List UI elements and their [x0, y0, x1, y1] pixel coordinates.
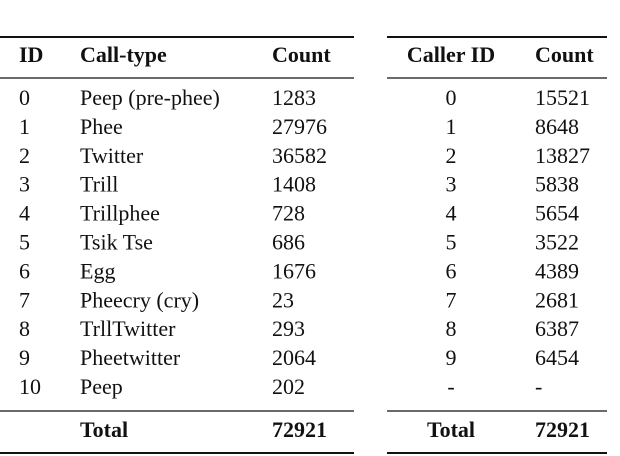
cell: 0	[446, 85, 457, 110]
cell: 4	[446, 201, 457, 226]
cell: 6387	[535, 316, 579, 341]
cell: 2	[19, 143, 30, 168]
cell: 202	[272, 374, 305, 399]
cell: Trill	[80, 172, 118, 197]
cell: 6	[19, 258, 30, 283]
cell: Pheecry (cry)	[80, 287, 199, 312]
cell: -	[535, 374, 542, 399]
cell: 2	[446, 143, 457, 168]
cell: 36582	[272, 143, 327, 168]
cell: 1	[19, 114, 30, 139]
cell: Peep (pre-phee)	[80, 85, 220, 110]
cell: 8648	[535, 114, 579, 139]
cell: 2064	[272, 345, 316, 370]
cell: 5	[19, 230, 30, 255]
cell: 4	[19, 201, 30, 226]
cell: 3522	[535, 230, 579, 255]
cell: 728	[272, 201, 305, 226]
cell: 23	[272, 287, 294, 312]
column-header: Count	[535, 42, 594, 67]
cell: 10	[19, 374, 41, 399]
cell: TrllTwitter	[80, 316, 176, 341]
cell: 7	[446, 287, 457, 312]
cell: 13827	[535, 143, 590, 168]
column-header: Call-type	[80, 42, 167, 67]
cell: 9	[446, 345, 457, 370]
cell: Peep	[80, 374, 123, 399]
cell: 293	[272, 316, 305, 341]
column-header: Count	[272, 42, 331, 67]
total-label: Total	[427, 417, 475, 442]
cell: 6454	[535, 345, 579, 370]
cell: Trillphee	[80, 201, 160, 226]
cell: Twitter	[80, 143, 144, 168]
cell: 686	[272, 230, 305, 255]
cell: 1	[446, 114, 457, 139]
total-label: Total	[80, 417, 128, 442]
cell: 1676	[272, 258, 316, 283]
total-value: 72921	[272, 417, 327, 442]
cell: 15521	[535, 85, 590, 110]
cell: 5654	[535, 201, 579, 226]
cell: 6	[446, 258, 457, 283]
cell: Pheetwitter	[80, 345, 181, 370]
cell: -	[447, 374, 454, 399]
cell: 7	[19, 287, 30, 312]
cell: 8	[19, 316, 30, 341]
total-value: 72921	[535, 417, 590, 442]
cell: 27976	[272, 114, 327, 139]
column-header: Caller ID	[407, 42, 495, 67]
cell: 5838	[535, 172, 579, 197]
cell: 9	[19, 345, 30, 370]
cell: 8	[446, 316, 457, 341]
cell: Tsik Tse	[80, 230, 153, 255]
cell: 3	[446, 172, 457, 197]
cell: 1283	[272, 85, 316, 110]
cell: Phee	[80, 114, 123, 139]
cell: 5	[446, 230, 457, 255]
cell: 3	[19, 172, 30, 197]
cell: Egg	[80, 258, 115, 283]
cell: 1408	[272, 172, 316, 197]
cell: 2681	[535, 287, 579, 312]
cell: 0	[19, 85, 30, 110]
column-header: ID	[19, 42, 43, 67]
cell: 4389	[535, 258, 579, 283]
